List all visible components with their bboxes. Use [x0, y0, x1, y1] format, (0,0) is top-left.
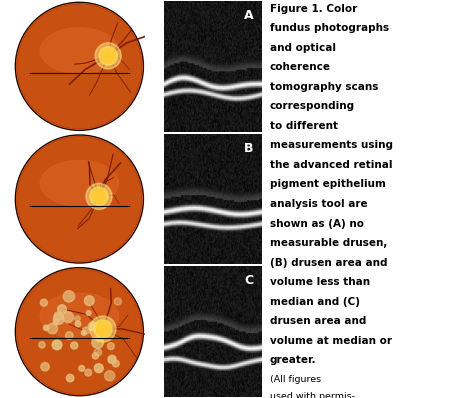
Circle shape — [17, 4, 142, 129]
Circle shape — [40, 299, 47, 306]
Text: B: B — [124, 143, 134, 156]
Circle shape — [47, 324, 57, 334]
Circle shape — [17, 269, 142, 394]
Text: measurable drusen,: measurable drusen, — [270, 238, 387, 248]
Text: coherence: coherence — [270, 62, 330, 72]
Circle shape — [95, 43, 121, 69]
Circle shape — [18, 137, 141, 261]
Ellipse shape — [40, 28, 118, 74]
Circle shape — [75, 321, 81, 327]
Circle shape — [41, 363, 49, 371]
Circle shape — [39, 341, 45, 348]
Circle shape — [92, 353, 99, 359]
Ellipse shape — [40, 160, 118, 206]
Circle shape — [92, 337, 103, 348]
Circle shape — [17, 136, 142, 262]
Circle shape — [17, 137, 142, 261]
Text: (B) drusen area and: (B) drusen area and — [270, 258, 387, 267]
Circle shape — [94, 364, 103, 373]
Circle shape — [82, 330, 86, 335]
Circle shape — [54, 312, 63, 320]
Circle shape — [17, 269, 142, 394]
Circle shape — [101, 49, 115, 62]
Circle shape — [44, 325, 49, 330]
Circle shape — [79, 365, 84, 371]
Circle shape — [82, 327, 90, 334]
Text: the advanced retinal: the advanced retinal — [270, 160, 392, 170]
Circle shape — [84, 296, 94, 306]
Circle shape — [18, 138, 141, 260]
Circle shape — [17, 137, 142, 261]
Circle shape — [15, 2, 144, 131]
Text: (All figures: (All figures — [270, 375, 321, 384]
Circle shape — [63, 312, 73, 323]
Circle shape — [17, 269, 142, 394]
Text: greater.: greater. — [270, 355, 316, 365]
Circle shape — [66, 375, 74, 382]
Circle shape — [85, 369, 92, 376]
Circle shape — [75, 316, 80, 321]
Circle shape — [18, 270, 141, 393]
Text: used with permis-: used with permis- — [270, 392, 355, 398]
Circle shape — [54, 314, 64, 324]
Text: to different: to different — [270, 121, 337, 131]
Circle shape — [94, 349, 101, 356]
Circle shape — [17, 4, 142, 129]
Circle shape — [90, 316, 116, 342]
Circle shape — [17, 269, 142, 394]
Text: tomography scans: tomography scans — [270, 82, 378, 92]
Circle shape — [18, 4, 141, 129]
Circle shape — [94, 320, 112, 338]
Circle shape — [17, 269, 142, 394]
Text: A: A — [244, 9, 254, 22]
Ellipse shape — [40, 293, 118, 339]
Text: shown as (A) no: shown as (A) no — [270, 219, 364, 228]
Circle shape — [17, 137, 142, 261]
Text: pigment epithelium: pigment epithelium — [270, 179, 385, 189]
Text: drusen area and: drusen area and — [270, 316, 366, 326]
Text: volume less than: volume less than — [270, 277, 370, 287]
Text: analysis tool are: analysis tool are — [270, 199, 367, 209]
Circle shape — [15, 135, 144, 263]
Circle shape — [17, 4, 142, 129]
Text: C: C — [245, 274, 254, 287]
Circle shape — [53, 320, 59, 325]
Text: fundus photographs: fundus photographs — [270, 23, 389, 33]
Circle shape — [86, 310, 91, 316]
Circle shape — [17, 4, 142, 129]
Text: A: A — [124, 10, 134, 23]
Circle shape — [63, 291, 74, 302]
Circle shape — [114, 298, 121, 305]
Text: median and (C): median and (C) — [270, 297, 360, 306]
Circle shape — [17, 137, 142, 261]
Circle shape — [108, 343, 114, 350]
Circle shape — [108, 355, 116, 363]
Circle shape — [92, 190, 106, 203]
Text: and optical: and optical — [270, 43, 336, 53]
Circle shape — [90, 187, 108, 205]
Text: volume at median or: volume at median or — [270, 336, 392, 345]
Circle shape — [99, 47, 117, 65]
Circle shape — [96, 322, 109, 336]
Circle shape — [17, 4, 142, 129]
Circle shape — [71, 342, 78, 349]
Circle shape — [112, 360, 119, 367]
Circle shape — [86, 183, 112, 209]
Circle shape — [18, 5, 141, 128]
Circle shape — [65, 332, 73, 339]
Circle shape — [105, 371, 115, 381]
Text: measurements using: measurements using — [270, 140, 392, 150]
Text: B: B — [244, 142, 254, 154]
Circle shape — [15, 267, 144, 396]
Text: C: C — [125, 275, 134, 289]
Circle shape — [52, 340, 62, 350]
Circle shape — [88, 322, 97, 331]
Circle shape — [18, 269, 141, 394]
Text: corresponding: corresponding — [270, 101, 355, 111]
Circle shape — [57, 305, 66, 314]
Text: Figure 1. Color: Figure 1. Color — [270, 4, 357, 14]
